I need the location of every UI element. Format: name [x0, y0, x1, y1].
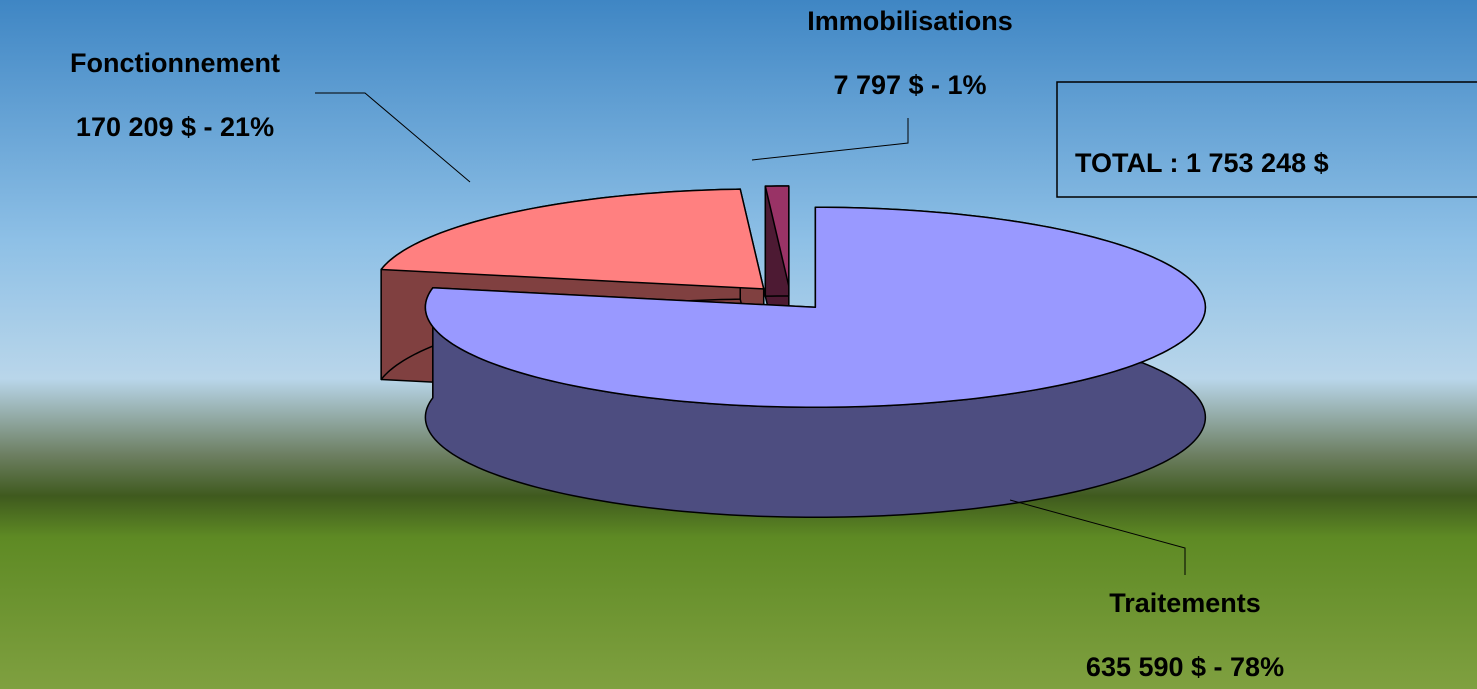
total-annotation: TOTAL : 1 753 248 $	[1075, 148, 1329, 178]
slice-label: Immobilisations	[807, 6, 1013, 36]
slice-label: Fonctionnement	[70, 48, 280, 78]
page: TOTAL : 1 753 248 $ Traitements 635 590 $…	[0, 0, 1477, 689]
value-label: 170 209 $ - 21%	[76, 112, 274, 142]
chart: TOTAL : 1 753 248 $ Traitements 635 590 $…	[0, 0, 1477, 689]
value-label: 7 797 $ - 1%	[833, 70, 986, 100]
slice-label: Traitements	[1109, 588, 1261, 618]
value-label: 635 590 $ - 78%	[1086, 652, 1284, 682]
